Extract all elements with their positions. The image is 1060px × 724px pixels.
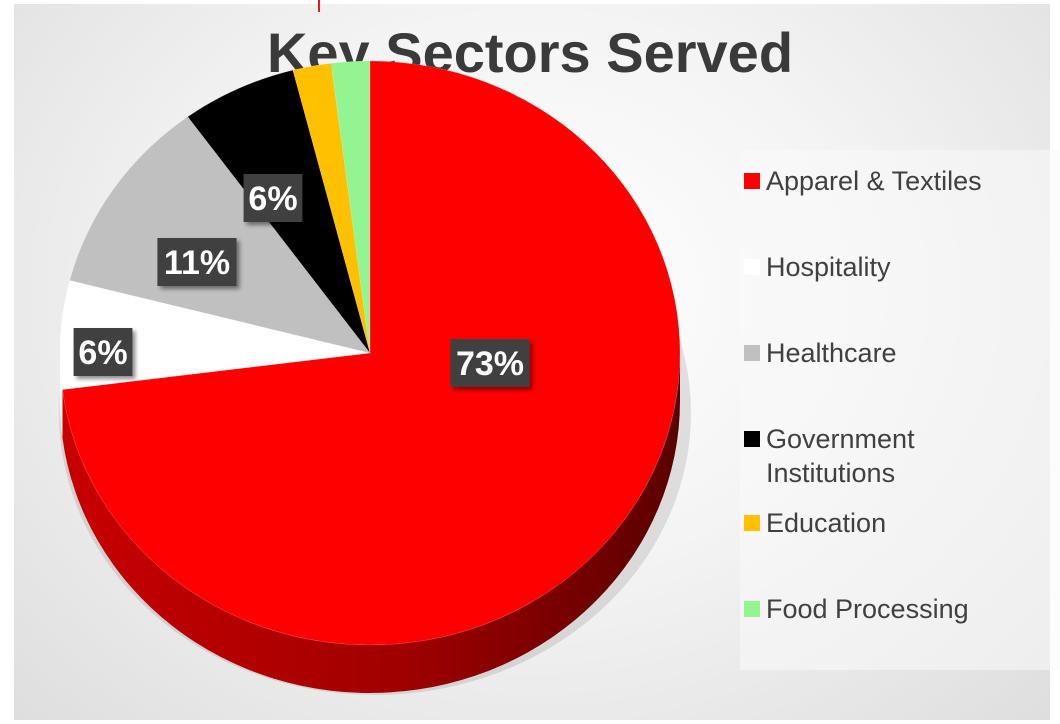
legend-item: Food Processing xyxy=(744,592,1036,626)
data-label: 6% xyxy=(243,174,303,222)
pie-slice-side xyxy=(60,353,63,438)
data-label-text: 11% xyxy=(164,244,230,282)
legend-swatch xyxy=(744,601,760,617)
legend-item: Apparel & Textiles xyxy=(744,164,1036,198)
pie-slice xyxy=(59,280,371,390)
legend-swatch xyxy=(744,345,760,361)
pie-slice xyxy=(292,63,371,354)
chart-legend: Apparel & Textiles Hospitality Healthcare G… xyxy=(740,150,1060,670)
data-label-text: 73% xyxy=(456,345,524,383)
legend-label: Apparel & Textiles xyxy=(766,166,982,196)
pie-slice xyxy=(62,60,681,646)
data-label: 11% xyxy=(157,238,237,286)
legend-label: Education xyxy=(766,508,887,538)
data-label: 73% xyxy=(450,339,530,387)
data-label-text: 6% xyxy=(78,334,127,372)
pie-slice xyxy=(69,116,371,354)
legend-item: Education xyxy=(744,506,1036,540)
data-label-text: 6% xyxy=(248,180,297,218)
legend-swatch xyxy=(744,173,760,189)
cursor-mark xyxy=(318,0,320,12)
pie-slice xyxy=(330,60,371,354)
legend-swatch xyxy=(744,431,760,447)
legend-label: Government Institutions xyxy=(766,424,915,488)
legend-swatch xyxy=(744,515,760,531)
legend-swatch xyxy=(744,259,760,275)
legend-item: Healthcare xyxy=(744,336,1036,370)
legend-label: Healthcare xyxy=(766,338,897,368)
legend-label: Food Processing xyxy=(766,594,969,624)
legend-item: Government Institutions xyxy=(744,422,1036,490)
pie-slice-side xyxy=(62,353,680,694)
data-label: 6% xyxy=(73,328,133,376)
legend-item: Hospitality xyxy=(744,250,1036,284)
legend-label: Hospitality xyxy=(766,252,891,282)
